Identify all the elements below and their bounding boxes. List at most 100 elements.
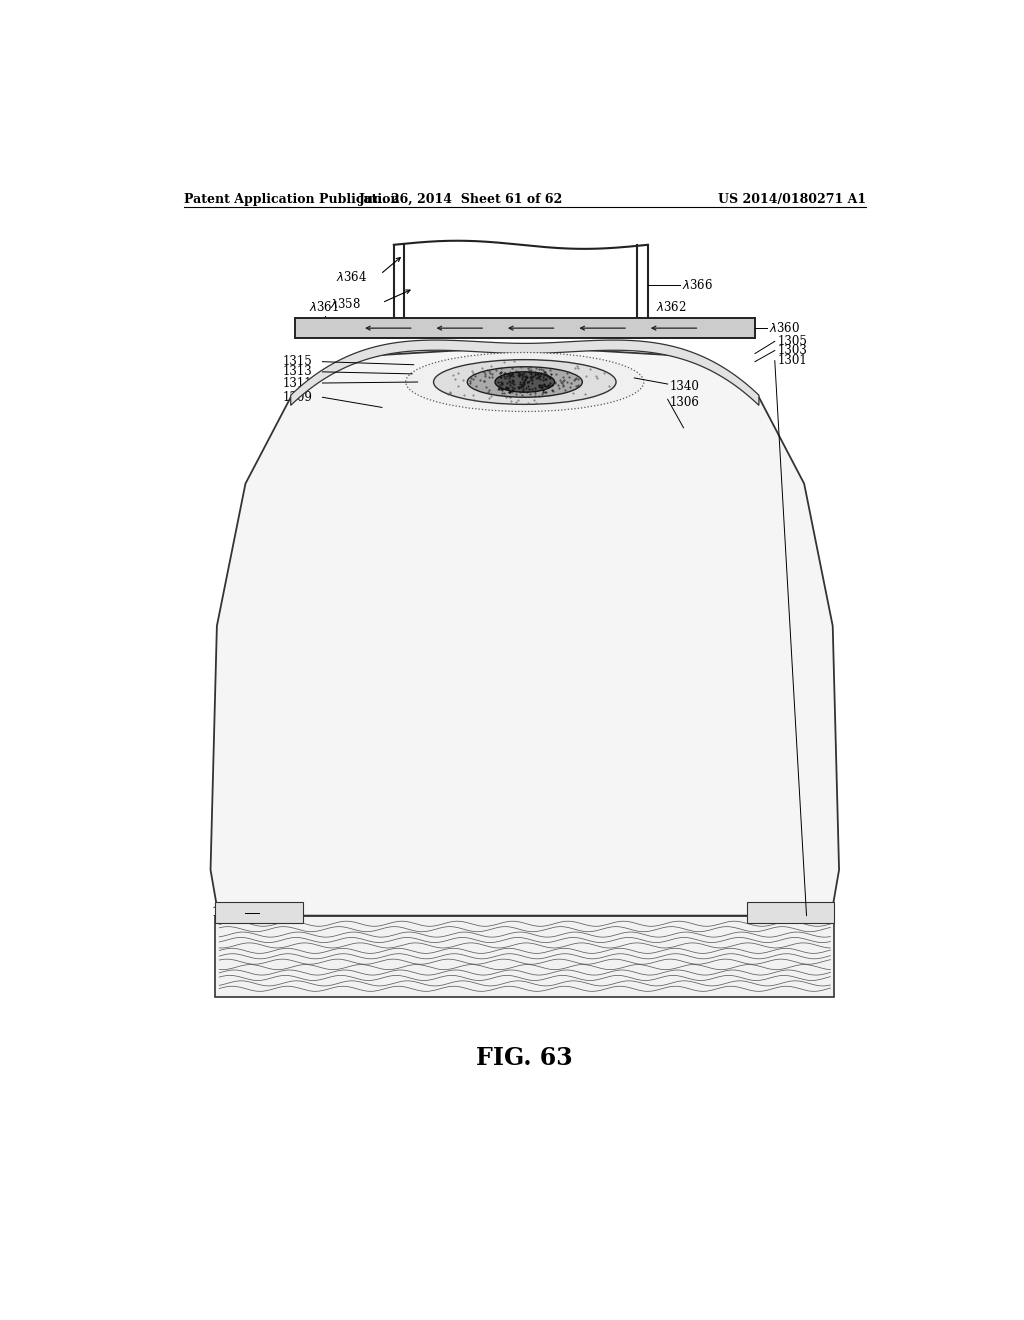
Ellipse shape xyxy=(355,570,373,582)
Ellipse shape xyxy=(654,729,668,739)
Ellipse shape xyxy=(724,719,739,734)
Ellipse shape xyxy=(616,540,627,550)
Ellipse shape xyxy=(406,352,644,412)
Ellipse shape xyxy=(268,906,271,908)
Ellipse shape xyxy=(234,903,237,906)
Ellipse shape xyxy=(817,577,823,581)
Ellipse shape xyxy=(457,678,467,686)
Ellipse shape xyxy=(467,536,486,548)
Ellipse shape xyxy=(468,731,487,743)
Text: US 2014/0180271 A1: US 2014/0180271 A1 xyxy=(718,193,866,206)
Ellipse shape xyxy=(814,770,823,776)
Ellipse shape xyxy=(781,719,784,723)
Ellipse shape xyxy=(807,550,815,556)
Ellipse shape xyxy=(416,643,429,656)
Ellipse shape xyxy=(795,500,803,506)
Ellipse shape xyxy=(564,825,578,838)
Ellipse shape xyxy=(569,879,579,886)
Ellipse shape xyxy=(383,760,397,771)
Ellipse shape xyxy=(794,912,799,916)
Ellipse shape xyxy=(461,494,473,502)
Ellipse shape xyxy=(499,528,517,543)
Ellipse shape xyxy=(463,865,474,874)
Ellipse shape xyxy=(786,616,792,622)
Ellipse shape xyxy=(270,507,281,516)
Ellipse shape xyxy=(401,527,411,536)
Ellipse shape xyxy=(425,818,434,829)
Ellipse shape xyxy=(760,626,775,635)
Ellipse shape xyxy=(236,552,244,556)
Text: 1303: 1303 xyxy=(777,345,807,356)
Ellipse shape xyxy=(641,792,658,804)
Ellipse shape xyxy=(598,671,609,680)
Ellipse shape xyxy=(702,599,713,609)
Ellipse shape xyxy=(809,556,814,561)
Ellipse shape xyxy=(762,904,767,907)
Text: 1311: 1311 xyxy=(283,376,312,389)
Ellipse shape xyxy=(751,682,757,689)
Ellipse shape xyxy=(613,642,628,652)
Ellipse shape xyxy=(527,516,546,524)
Ellipse shape xyxy=(669,684,685,696)
Text: $\lambda$366: $\lambda$366 xyxy=(682,279,713,293)
Ellipse shape xyxy=(757,869,762,873)
Text: $\lambda$364: $\lambda$364 xyxy=(336,271,368,284)
Ellipse shape xyxy=(651,783,663,793)
Ellipse shape xyxy=(301,610,310,619)
Ellipse shape xyxy=(231,869,241,875)
Text: Jun. 26, 2014  Sheet 61 of 62: Jun. 26, 2014 Sheet 61 of 62 xyxy=(359,193,563,206)
Bar xyxy=(404,244,638,318)
Ellipse shape xyxy=(407,648,418,655)
Ellipse shape xyxy=(512,879,532,892)
Ellipse shape xyxy=(450,747,465,758)
Ellipse shape xyxy=(561,830,581,846)
Bar xyxy=(295,318,755,338)
Ellipse shape xyxy=(454,397,466,412)
Ellipse shape xyxy=(351,746,365,755)
Ellipse shape xyxy=(708,618,727,630)
Ellipse shape xyxy=(370,513,389,532)
Ellipse shape xyxy=(799,512,806,516)
Ellipse shape xyxy=(433,359,616,404)
Text: 1315: 1315 xyxy=(283,355,312,368)
Ellipse shape xyxy=(346,614,353,620)
Ellipse shape xyxy=(680,610,691,619)
Ellipse shape xyxy=(226,861,236,871)
Ellipse shape xyxy=(705,516,713,527)
Ellipse shape xyxy=(811,876,822,883)
Ellipse shape xyxy=(781,585,788,591)
Ellipse shape xyxy=(689,529,701,544)
Ellipse shape xyxy=(465,656,478,669)
Ellipse shape xyxy=(780,693,792,704)
Ellipse shape xyxy=(252,503,260,508)
Ellipse shape xyxy=(451,840,466,851)
Ellipse shape xyxy=(769,907,772,909)
Ellipse shape xyxy=(229,739,233,743)
Text: $\lambda$361: $\lambda$361 xyxy=(309,300,339,314)
Text: $\lambda$368: $\lambda$368 xyxy=(489,265,520,280)
Ellipse shape xyxy=(621,632,627,638)
Ellipse shape xyxy=(290,639,299,647)
Ellipse shape xyxy=(501,550,511,560)
Ellipse shape xyxy=(345,799,357,813)
Ellipse shape xyxy=(538,696,557,713)
Text: $\lambda$362: $\lambda$362 xyxy=(655,300,686,314)
Ellipse shape xyxy=(609,523,621,532)
Ellipse shape xyxy=(300,599,315,611)
Ellipse shape xyxy=(595,688,604,696)
Ellipse shape xyxy=(810,648,815,653)
Ellipse shape xyxy=(247,861,253,866)
Ellipse shape xyxy=(332,581,346,590)
Ellipse shape xyxy=(257,570,269,577)
Text: 1308: 1308 xyxy=(211,906,241,919)
Ellipse shape xyxy=(401,644,412,651)
Ellipse shape xyxy=(769,913,771,916)
Ellipse shape xyxy=(274,545,285,553)
Text: 1301: 1301 xyxy=(777,354,807,367)
Ellipse shape xyxy=(467,367,583,397)
Text: $\lambda$360: $\lambda$360 xyxy=(769,321,801,335)
Ellipse shape xyxy=(498,422,512,433)
Ellipse shape xyxy=(580,711,590,722)
Ellipse shape xyxy=(762,527,766,529)
Ellipse shape xyxy=(542,783,554,792)
